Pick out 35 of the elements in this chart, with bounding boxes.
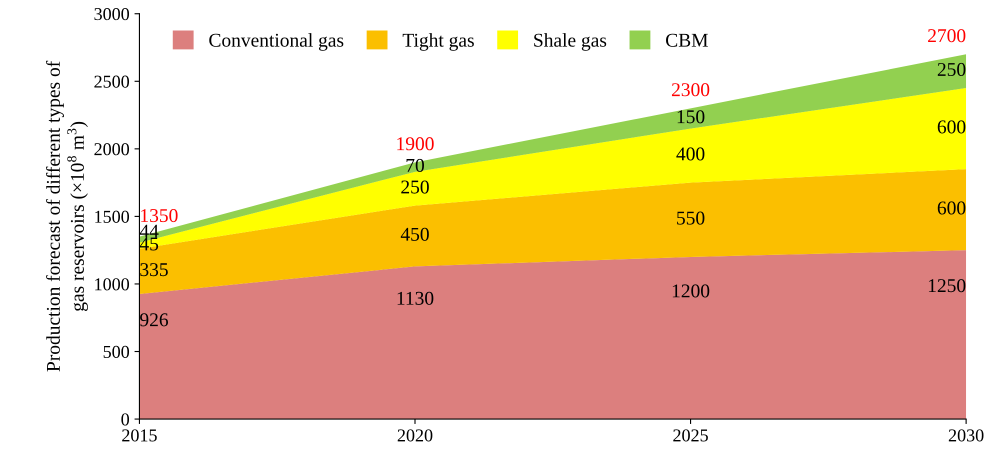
y-tick-label: 0	[121, 413, 130, 426]
legend-label: CBM	[666, 34, 708, 47]
y-tick-label: 2000	[94, 143, 130, 156]
total-label: 2700	[928, 29, 966, 42]
y-tick-label: 500	[104, 346, 130, 358]
data-label: 335	[140, 263, 168, 276]
x-tick-label: 2015	[122, 429, 157, 442]
data-label: 250	[938, 62, 966, 76]
data-label: 45	[140, 238, 158, 251]
y-tick-label: 1000	[95, 278, 130, 290]
x-tick-label: 2025	[673, 429, 708, 442]
y-tick-label: 1500	[95, 210, 130, 223]
x-tick-label: 2030	[948, 429, 984, 442]
data-label: 250	[401, 180, 429, 194]
data-label: 926	[140, 313, 168, 326]
data-label: 450	[400, 228, 429, 241]
legend-label: Tight gas	[402, 33, 474, 51]
data-label: 70	[406, 158, 424, 172]
y-axis-title: Production forecast of different types of gas reservoirs (×10$^{8}$ m$^{3}$)	[46, 60, 88, 372]
data-label: 600	[938, 120, 966, 134]
data-label: 550	[677, 212, 704, 225]
total-label: 1350	[141, 208, 178, 222]
data-label: 600	[938, 201, 966, 215]
data-label: 1200	[672, 284, 710, 298]
y-tick-label: 2500	[94, 76, 130, 88]
data-label: 150	[678, 110, 704, 124]
data-label: 400	[676, 147, 704, 160]
y-tick-label: 3000	[94, 8, 130, 20]
data-label: 1250	[928, 279, 966, 292]
total-label: 2300	[672, 83, 710, 96]
legend-label: Conventional gas	[209, 33, 344, 51]
data-label: 1130	[398, 292, 434, 305]
legend-label: Shale gas	[534, 33, 606, 51]
total-label: 1900	[397, 137, 434, 150]
x-tick-label: 2020	[398, 429, 432, 442]
